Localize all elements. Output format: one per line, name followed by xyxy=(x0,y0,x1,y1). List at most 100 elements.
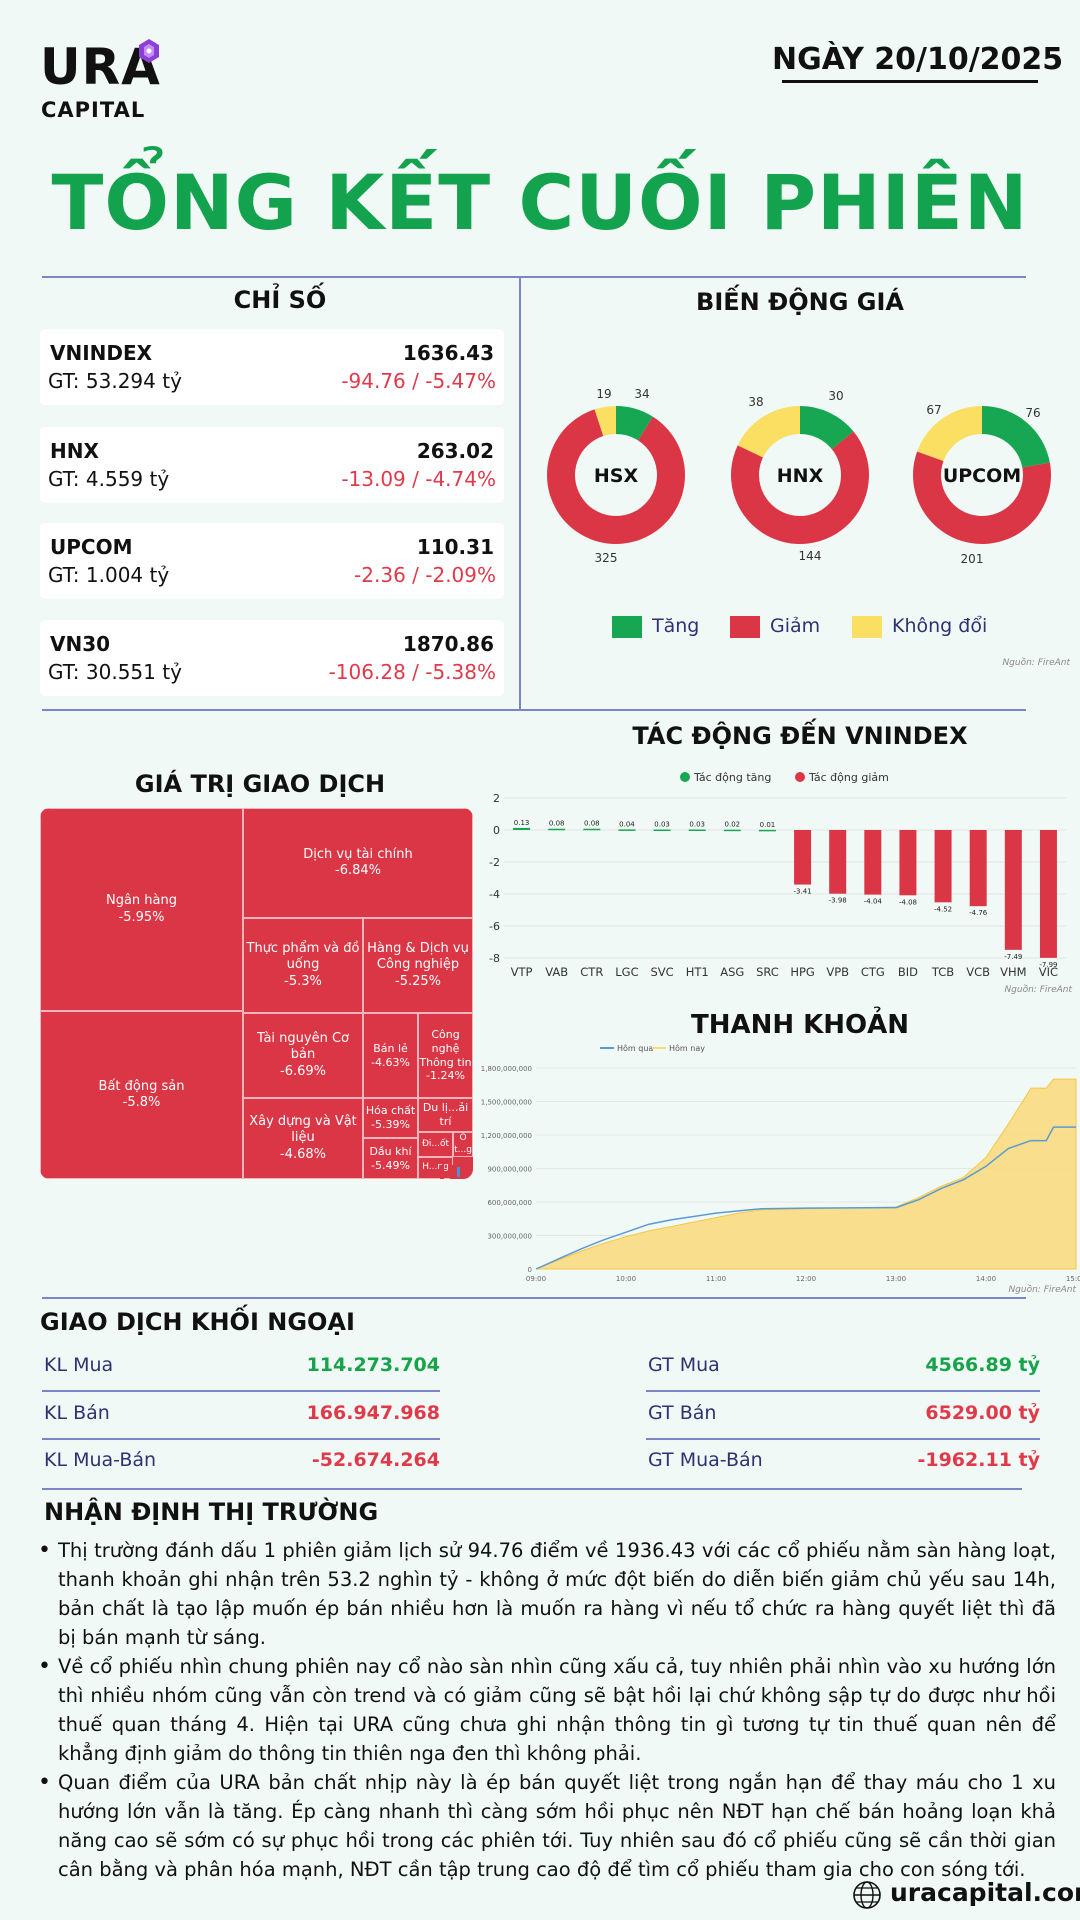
treemap-cell-name: Ô t...g xyxy=(454,1133,472,1155)
impact-bar xyxy=(583,828,601,831)
index-name: HNX xyxy=(50,439,99,463)
treemap-cell-name: Tài nguyên Cơ bản xyxy=(257,1031,349,1063)
index-change: -106.28 / -5.38% xyxy=(328,660,496,684)
x-tick-label: SVC xyxy=(650,965,673,979)
y-tick-label: -4 xyxy=(489,888,500,901)
index-value: 1636.43 xyxy=(402,341,494,365)
bar-data-label: 0.04 xyxy=(619,820,635,828)
x-tick-label: LGC xyxy=(615,965,638,979)
impact-bar xyxy=(1039,830,1057,958)
treemap-cell-name: Xây dựng và Vật liệu xyxy=(249,1114,357,1146)
treemap-cell-change: -5.95% xyxy=(118,909,165,925)
x-tick-label: CTR xyxy=(580,965,603,979)
treemap-cell[interactable]: Ngân hàng -5.95% xyxy=(40,808,243,1011)
donut-slice-label: 76 xyxy=(1025,406,1040,420)
foreign-left-value: 166.947.968 xyxy=(306,1402,440,1424)
bar-data-label: -4.76 xyxy=(969,909,988,917)
treemap-cell[interactable]: Hóa chất -5.39% xyxy=(363,1098,418,1138)
legend-swatch-up xyxy=(612,616,642,638)
x-tick-label: VCB xyxy=(966,965,990,979)
treemap-cell[interactable]: Ô t...g xyxy=(453,1132,473,1157)
foreign-right-value: -1962.11 tỷ xyxy=(917,1449,1040,1471)
treemap-cell-name: Công nghệ Thông tin xyxy=(419,1028,472,1069)
x-tick-label: BID xyxy=(898,965,918,979)
donut-slice-down xyxy=(913,451,1051,544)
treemap-cell[interactable]: Thực phẩm và đồ uống -5.3% xyxy=(243,918,363,1013)
donut-slice-flat xyxy=(594,406,616,437)
donut-center-label: HNX xyxy=(777,465,824,487)
bar-data-label: 0.02 xyxy=(725,821,741,829)
legend-marker xyxy=(795,772,805,782)
treemap-cell[interactable]: Xây dựng và Vật liệu -4.68% xyxy=(243,1098,363,1179)
legend-label: Tác động giảm xyxy=(808,771,889,784)
treemap-cell-name: Bất động sản xyxy=(98,1078,185,1094)
y-tick-label: 600,000,000 xyxy=(487,1199,532,1207)
treemap-cell[interactable]: Bất động sản -5.8% xyxy=(40,1011,243,1179)
donut-slice-label: 325 xyxy=(595,551,618,565)
row-divider xyxy=(646,1438,1040,1440)
bullet-icon: • xyxy=(38,1654,51,1679)
y-tick-label: 0 xyxy=(493,824,500,837)
index-value: 110.31 xyxy=(416,535,494,559)
donut-slice-up xyxy=(616,406,653,441)
x-tick-label: 15:00 xyxy=(1066,1275,1080,1283)
price-movement-legend: Tăng Giảm Không đổi xyxy=(612,614,1012,644)
x-tick-label: VPB xyxy=(826,965,849,979)
divider xyxy=(519,276,521,710)
x-tick-label: VHM xyxy=(1000,965,1026,979)
foreign-right-label: GT Bán xyxy=(648,1402,717,1424)
y-tick-label: -8 xyxy=(489,952,500,965)
impact-chart-title: TÁC ĐỘNG ĐẾN VNINDEX xyxy=(632,722,968,750)
x-tick-label: 14:00 xyxy=(976,1275,996,1283)
bar-data-label: -3.98 xyxy=(829,897,847,905)
treemap-cell[interactable]: Bán lẻ -4.63% xyxy=(363,1013,418,1098)
impact-bar xyxy=(618,829,636,831)
impact-bar xyxy=(653,829,671,832)
legend-swatch-down xyxy=(730,616,760,638)
foreign-left-label: KL Bán xyxy=(44,1402,110,1424)
logo-subtitle: CAPITAL xyxy=(41,98,146,122)
treemap-cell[interactable]: Công nghệ Thông tin -1.24% xyxy=(418,1013,473,1098)
donut-slice-up xyxy=(800,406,854,450)
x-tick-label: 10:00 xyxy=(616,1275,636,1283)
source-note: Nguồn: FireAnt xyxy=(1004,984,1072,995)
row-divider xyxy=(42,1438,440,1440)
index-trading-value: GT: 4.559 tỷ xyxy=(48,467,170,491)
treemap-cell-change: -6.69% xyxy=(280,1063,326,1079)
analysis-paragraph: Về cổ phiếu nhìn chung phiên nay cổ nào … xyxy=(58,1655,1056,1765)
treemap-cell-name: Đi...ốt xyxy=(421,1138,450,1149)
analysis-title: NHẬN ĐỊNH THỊ TRƯỜNG xyxy=(44,1498,379,1526)
bullet-icon: • xyxy=(38,1770,51,1795)
treemap-cell[interactable]: Dịch vụ tài chính -6.84% xyxy=(243,808,473,918)
donut-slice-up xyxy=(982,406,1050,468)
treemap-cell[interactable]: Hàng & Dịch vụ Công nghiệp -5.25% xyxy=(363,918,473,1013)
treemap-cell[interactable]: H...ng xyxy=(418,1157,453,1179)
foreign-right-value: 6529.00 tỷ xyxy=(925,1402,1040,1424)
treemap-cell-name: Dịch vụ tài chính xyxy=(303,846,413,862)
x-tick-label: VAB xyxy=(545,965,568,979)
analysis-paragraph: Thị trường đánh dấu 1 phiên giảm lịch sử… xyxy=(58,1539,1056,1649)
treemap-cell[interactable]: Dầu khí -5.49% xyxy=(363,1138,418,1179)
source-note: Nguồn: FireAnt xyxy=(1002,658,1070,668)
bar-data-label: -4.04 xyxy=(864,898,883,906)
treemap-cell[interactable]: Du lị...ải trí xyxy=(418,1098,473,1132)
treemap-cell[interactable]: Đi...ốt xyxy=(418,1132,453,1157)
divider xyxy=(42,1297,1026,1299)
index-name: VN30 xyxy=(50,632,111,656)
y-tick-label: 0 xyxy=(528,1266,532,1274)
legend-label-down: Giảm xyxy=(770,615,821,637)
impact-bar xyxy=(934,830,952,903)
foreign-left-label: KL Mua xyxy=(44,1354,114,1376)
x-tick-label: 13:00 xyxy=(886,1275,906,1283)
impact-bar xyxy=(829,830,847,894)
index-change: -13.09 / -4.74% xyxy=(341,467,496,491)
treemap-cell-name: Thực phẩm và đồ uống xyxy=(246,941,360,973)
impact-chart: Tác động tăng Tác động giảm 2 0 -2 -4 -6 -8 0.13… xyxy=(489,771,1072,995)
donut-slice-label: 19 xyxy=(596,387,611,401)
impact-bar xyxy=(969,830,987,907)
treemap-cell[interactable]: Tài nguyên Cơ bản -6.69% xyxy=(243,1013,363,1098)
treemap-cell-name: Dầu khí xyxy=(369,1144,412,1158)
index-card-upcom: UPCOM GT: 1.004 tỷ 110.31 -2.36 / -2.09% xyxy=(40,523,504,599)
treemap-cell-change: -4.63% xyxy=(371,1055,410,1069)
footer-website-link[interactable]: uracapital.com xyxy=(890,1878,1080,1907)
